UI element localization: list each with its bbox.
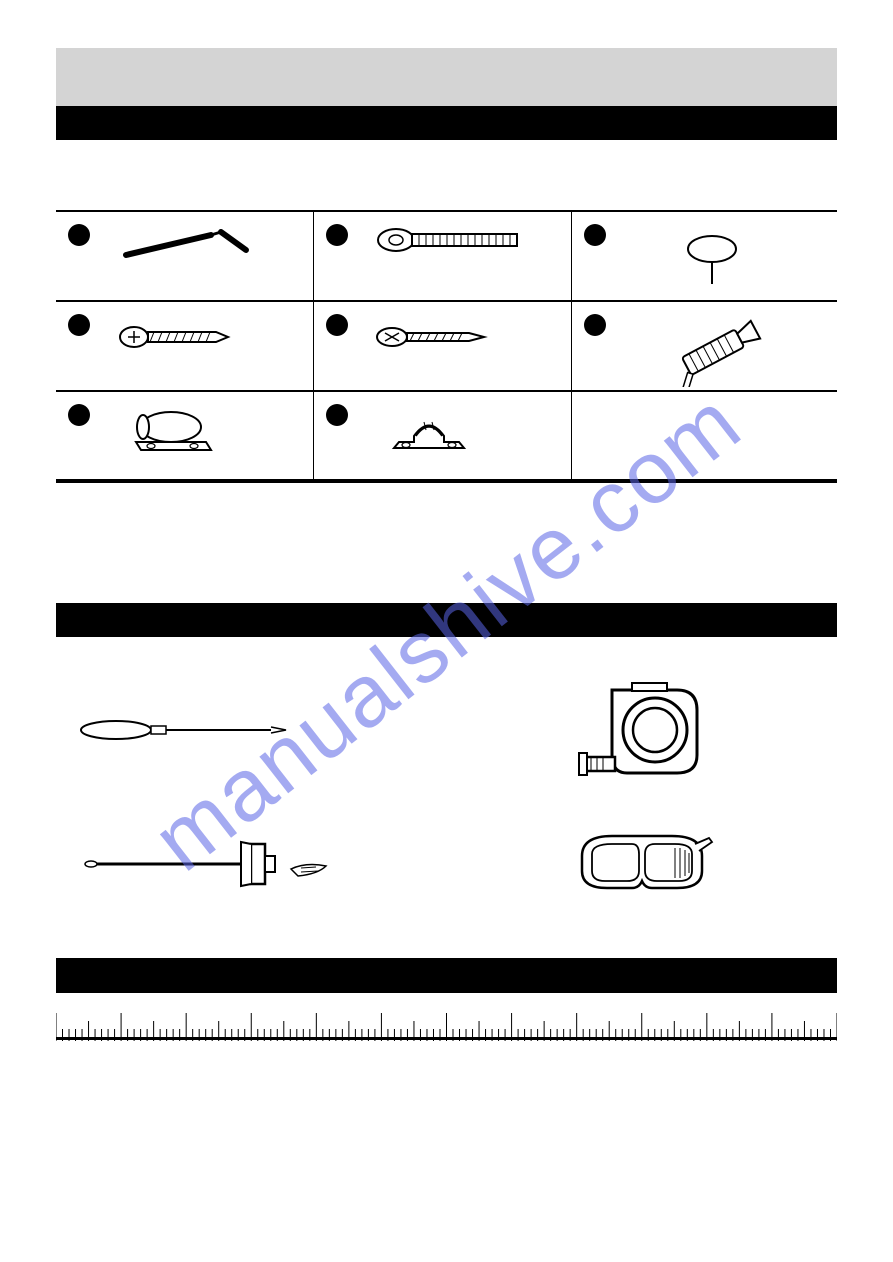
tool-screwdriver (56, 657, 447, 808)
allen-key-icon (116, 220, 266, 275)
marker-dot (326, 404, 348, 426)
table-row (56, 391, 837, 481)
hardware-cell (56, 391, 314, 481)
header-bar (56, 48, 837, 106)
cam-dowel-icon (642, 312, 792, 392)
page (0, 0, 893, 1040)
safety-glasses-icon (567, 826, 717, 906)
hardware-cell (571, 301, 837, 391)
nail-cap-icon (682, 234, 742, 294)
rail-bracket-icon (116, 402, 226, 462)
table-row (56, 211, 837, 301)
ruler-ticks-icon (56, 993, 837, 1041)
hammer-icon (76, 834, 336, 899)
flat-screw-icon (374, 320, 504, 360)
hardware-cell (56, 211, 314, 301)
marker-dot (584, 314, 606, 336)
black-bar-ruler (56, 958, 837, 992)
pipe-clip-icon (374, 400, 484, 460)
table-row (56, 301, 837, 391)
hex-bolt-icon (374, 220, 544, 265)
tool-tape-measure (447, 657, 838, 808)
tape-measure-icon (577, 675, 707, 790)
marker-dot (584, 224, 606, 246)
marker-dot (68, 224, 90, 246)
black-bar-tools (56, 603, 837, 637)
spacer (56, 934, 837, 958)
hardware-cell-empty (571, 391, 837, 481)
ruler (56, 992, 837, 1040)
tools-needed (56, 637, 837, 934)
marker-dot (68, 314, 90, 336)
hardware-cell (314, 301, 572, 391)
black-bar-hardware (56, 106, 837, 140)
screwdriver-icon (76, 705, 296, 760)
spacer (56, 140, 837, 210)
spacer (56, 483, 837, 563)
marker-dot (326, 224, 348, 246)
spacer (56, 563, 837, 603)
marker-dot (326, 314, 348, 336)
hardware-table (56, 210, 837, 483)
hardware-cell (314, 211, 572, 301)
hardware-cell (56, 301, 314, 391)
hardware-cell (314, 391, 572, 481)
tool-safety-glasses (447, 808, 838, 924)
marker-dot (68, 404, 90, 426)
tool-hammer (56, 808, 447, 924)
hardware-cell (571, 211, 837, 301)
pan-screw-icon (116, 320, 246, 360)
